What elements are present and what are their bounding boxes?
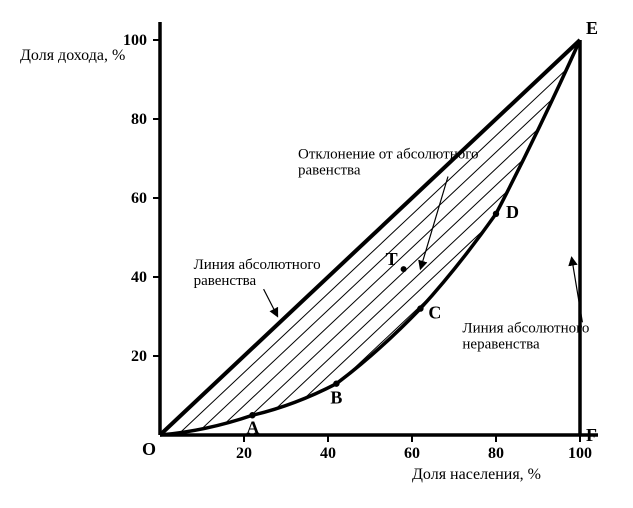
point-E-label: E	[586, 18, 598, 38]
annot-deviation-text: равенства	[298, 163, 361, 179]
annot-equality-text: равенства	[194, 273, 257, 289]
point-A-label: A	[246, 417, 259, 437]
x-tick-label: 100	[568, 445, 592, 462]
lorenz-chart: 20 20 40 40 60 60 80 80 100 100 O A B C D E F T Доля насел…	[0, 0, 633, 508]
point-D-marker	[493, 211, 499, 217]
x-tick-label: 20	[236, 445, 252, 462]
x-tick-label: 60	[404, 445, 420, 462]
x-tick-label: 80	[488, 445, 504, 462]
point-T-label: T	[386, 249, 398, 269]
x-axis-label: Доля населения, %	[412, 466, 541, 483]
x-tick-label: 40	[320, 445, 336, 462]
y-tick-label: 20	[131, 348, 147, 365]
y-tick-label: 100	[123, 32, 147, 49]
point-B-label: B	[330, 388, 342, 408]
point-C-marker	[417, 305, 423, 311]
annot-equality-text: Линия абсолютного	[194, 257, 321, 273]
point-O-label: O	[142, 439, 156, 459]
annot-inequality-text: Линия абсолютного	[462, 320, 589, 336]
point-C-label: C	[428, 303, 441, 323]
point-F-label: F	[586, 425, 597, 445]
y-tick-label: 40	[131, 269, 147, 286]
y-axis-label: Доля дохода, %	[20, 47, 125, 64]
y-tick-label: 60	[131, 190, 147, 207]
y-tick-label: 80	[131, 111, 147, 128]
equality-line	[160, 40, 580, 435]
annot-inequality-text: неравенства	[462, 336, 540, 352]
point-D-label: D	[506, 202, 519, 222]
annot-deviation-text: Отклонение от абсолютного	[298, 147, 479, 163]
annot-equality-arrow	[264, 289, 278, 316]
point-T-marker	[401, 266, 407, 272]
point-B-marker	[333, 380, 339, 386]
annot-deviation-arrow	[420, 177, 448, 270]
